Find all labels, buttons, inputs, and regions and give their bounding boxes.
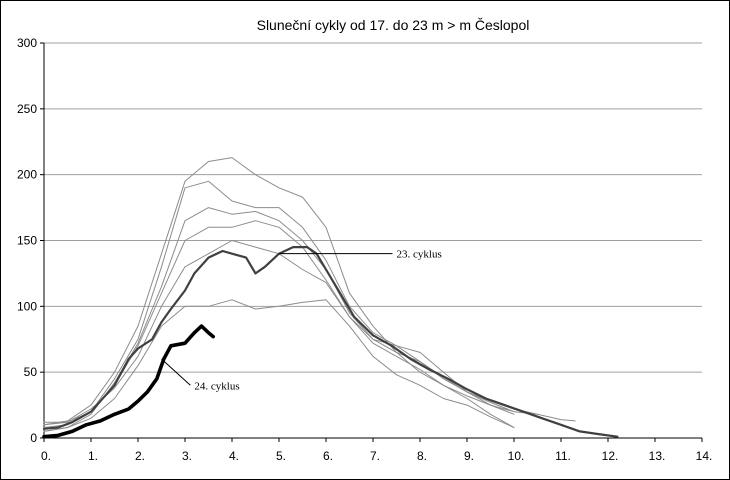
chart-title: Sluneční cykly od 17. do 23 m > m Česlop… xyxy=(257,17,530,33)
y-tick-label: 0 xyxy=(30,431,37,445)
series-line-8 xyxy=(42,324,215,439)
annotation-label: 24. cyklus xyxy=(194,380,239,392)
y-tick-labels: 0 50 100 150 200 250 300 xyxy=(17,36,37,445)
axes xyxy=(40,42,703,442)
x-tick-label: 5. xyxy=(276,449,286,463)
annotation-label: 23. cyklus xyxy=(397,249,442,261)
x-tick-label: 14. xyxy=(696,449,713,463)
series-line-6 xyxy=(43,299,515,432)
x-tick-label: 0. xyxy=(41,449,51,463)
series-line-7 xyxy=(42,246,619,438)
series-line-2 xyxy=(43,180,515,423)
x-tick-label: 4. xyxy=(229,449,239,463)
y-tick-label: 300 xyxy=(17,36,37,50)
x-tick-label: 2. xyxy=(135,449,145,463)
y-tick-label: 200 xyxy=(17,168,37,182)
x-tick-label: 12. xyxy=(602,449,619,463)
x-tick-label: 7. xyxy=(370,449,380,463)
x-tick-label: 8. xyxy=(417,449,427,463)
x-tick-label: 11. xyxy=(555,449,571,463)
y-tick-label: 250 xyxy=(17,102,37,116)
series-line-3 xyxy=(43,207,576,432)
x-tick-label: 3. xyxy=(182,449,192,463)
x-tick-labels: 0. 1. 2. 3. 4. 5. 6. 7. 8. 9. 10. 11. 12. 13. 14. xyxy=(41,449,712,463)
x-tick-label: 6. xyxy=(323,449,333,463)
x-tick-label: 9. xyxy=(464,449,474,463)
x-tick-label: 10. xyxy=(508,449,525,463)
annotation-leader xyxy=(161,358,191,386)
y-tick-label: 50 xyxy=(24,365,38,379)
annotations: 23. cyklus 24. cyklus xyxy=(161,249,442,392)
series-line-5 xyxy=(43,240,538,426)
y-tick-label: 100 xyxy=(17,299,37,313)
series-lines xyxy=(42,157,619,439)
x-tick-label: 1. xyxy=(88,449,98,463)
y-tick-label: 150 xyxy=(17,234,37,248)
gridlines xyxy=(44,42,702,373)
series-line-4 xyxy=(43,220,515,428)
x-tick-label: 13. xyxy=(649,449,666,463)
series-line-1 xyxy=(43,157,515,428)
